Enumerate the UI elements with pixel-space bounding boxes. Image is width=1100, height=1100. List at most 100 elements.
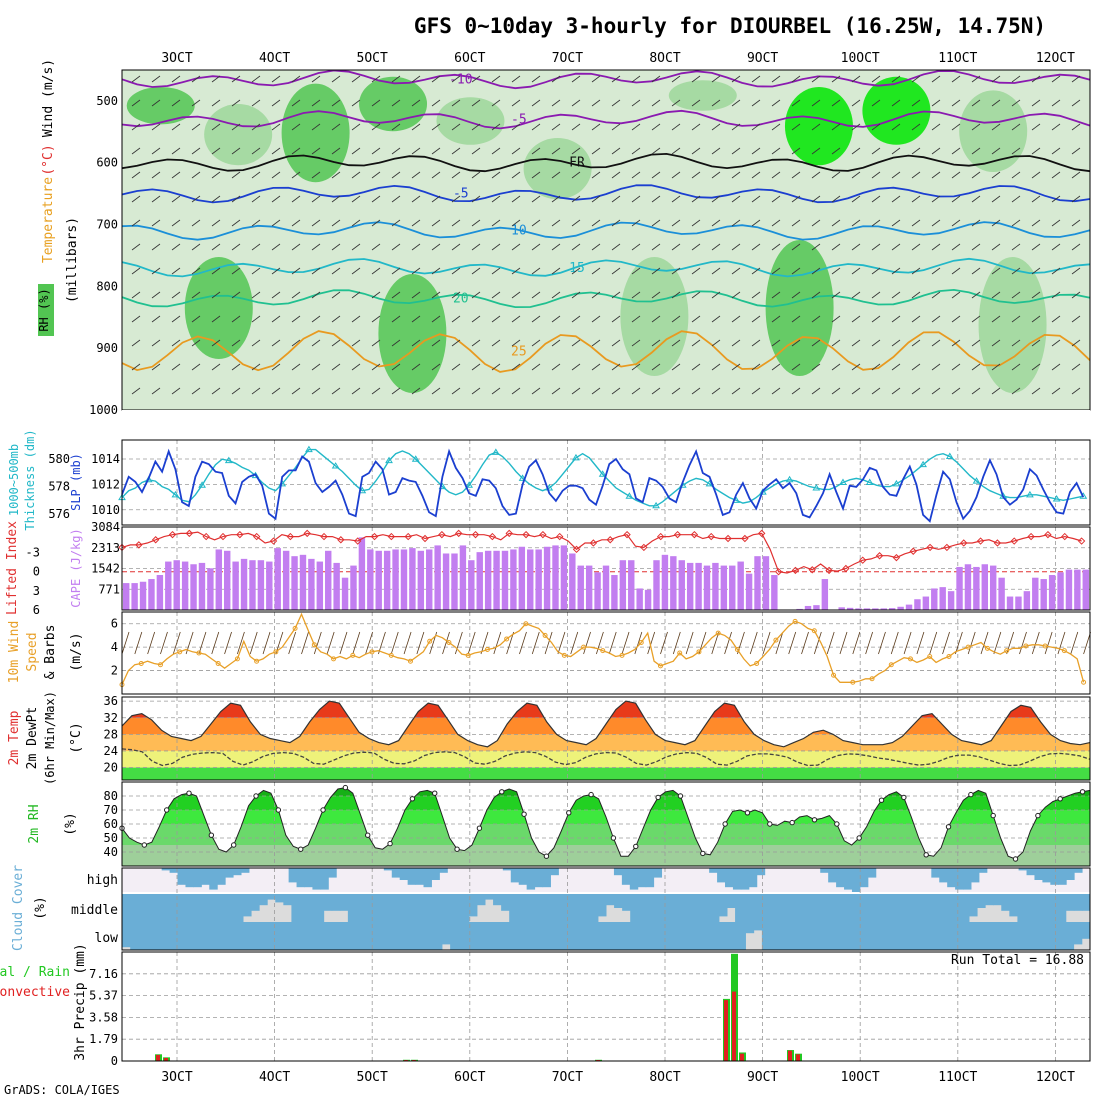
- cape-bar: [712, 562, 719, 610]
- cape-bar: [493, 550, 500, 610]
- cape-bar: [611, 575, 618, 610]
- li-marker: [572, 545, 581, 554]
- wind-barb: [198, 631, 207, 655]
- cape-bar: [173, 560, 180, 610]
- wind-barb: [403, 631, 412, 655]
- cloud-bar: [130, 894, 139, 922]
- cloud-bar: [950, 922, 960, 950]
- wind-barb: [291, 171, 301, 179]
- wind-speed-marker: [196, 650, 202, 656]
- wind-barb: [326, 631, 335, 655]
- wind-barb: [171, 339, 181, 347]
- li-marker: [488, 532, 497, 541]
- wind-barb: [591, 387, 601, 395]
- wind-barb: [871, 171, 881, 179]
- cloud-bar: [283, 894, 292, 906]
- wind-barb: [491, 123, 501, 131]
- cloud-bar: [376, 922, 386, 950]
- temp-label-3: (6hr Min/Max): [43, 691, 57, 785]
- wind-barb: [611, 219, 621, 227]
- wind-barb: [471, 75, 481, 83]
- cloud-bar: [187, 922, 197, 950]
- wind-barb: [731, 267, 741, 275]
- cape-bar: [131, 583, 138, 610]
- wind-barb: [571, 267, 581, 275]
- wind-barb: [211, 123, 221, 131]
- cape-bar: [383, 550, 391, 610]
- wind-barb: [1031, 147, 1041, 155]
- cloud-bar: [589, 894, 599, 922]
- cloud-bar: [450, 922, 459, 950]
- cloud-bar: [439, 868, 448, 873]
- cloud-cover-panel: high middle low: [71, 867, 1091, 951]
- wind-unit-label: (m/s): [69, 632, 84, 671]
- wind-barb: [151, 123, 161, 131]
- cloud-bar: [851, 868, 861, 892]
- cape-bar: [880, 608, 887, 610]
- wind-barb: [634, 631, 643, 655]
- li-marker: [135, 541, 143, 549]
- wind-barb: [671, 171, 681, 179]
- temperature-line: [121, 700, 1091, 748]
- wind-barb: [371, 171, 381, 179]
- cloud-bar: [880, 894, 889, 922]
- wind-barb: [511, 219, 521, 227]
- li-tick-label: 3: [33, 584, 40, 598]
- cape-bar: [956, 566, 963, 610]
- cloud-bar: [501, 894, 510, 911]
- wind-barb: [871, 243, 881, 251]
- wind-barb: [391, 267, 401, 275]
- bottom-date-label: 10OCT: [841, 1070, 880, 1085]
- temp-frame: [121, 696, 1091, 781]
- cloud-bar: [1073, 894, 1083, 911]
- cloud-bar: [939, 868, 948, 883]
- wind-barb: [371, 75, 381, 83]
- wind-barb: [131, 75, 141, 83]
- wind-barb: [191, 195, 201, 203]
- wind-barb: [991, 363, 1001, 371]
- wind-barb: [1071, 171, 1081, 179]
- wind-barb: [991, 75, 1001, 83]
- wind-barb: [911, 291, 921, 299]
- cloud-bar: [1033, 894, 1043, 922]
- cape-bar: [838, 607, 845, 610]
- cloud-bar: [884, 922, 894, 950]
- cloud-bar: [122, 894, 131, 922]
- wind-barb: [691, 219, 701, 227]
- wind-barb: [331, 267, 341, 275]
- wind-barb: [391, 99, 401, 107]
- wind-barb: [1031, 219, 1041, 227]
- wind-barb: [271, 195, 281, 203]
- rh-shade-area: [378, 274, 447, 393]
- wind-speed-marker: [638, 639, 644, 645]
- wind-barb: [1011, 387, 1021, 395]
- wind-barb: [751, 147, 761, 155]
- cloud-bar: [351, 922, 361, 950]
- wind-barb: [151, 195, 161, 203]
- cape-bar: [341, 577, 349, 610]
- wind-barb: [171, 123, 181, 131]
- temp-tick-label: 32: [104, 711, 118, 725]
- wind-barb: [471, 387, 481, 395]
- cloud-bar: [515, 922, 525, 950]
- rh2m-marker: [744, 810, 751, 816]
- wind-barb: [971, 291, 981, 299]
- cloud-bar: [573, 922, 582, 950]
- wind-barb: [211, 339, 221, 347]
- wind-barb: [551, 291, 561, 299]
- wind-barb: [731, 195, 741, 203]
- wind-barb: [1031, 363, 1041, 371]
- wind-barb: [211, 631, 220, 655]
- thickness-marker: [171, 490, 180, 498]
- cloud-bar: [154, 922, 164, 950]
- wind-barb: [911, 387, 921, 395]
- wind-barb: [191, 123, 201, 131]
- wind-barb: [771, 363, 781, 371]
- pressure-tick-label: 1000: [89, 403, 118, 417]
- wind-barb: [371, 363, 381, 371]
- wind-barb: [1083, 631, 1091, 655]
- wind-barb: [651, 267, 661, 275]
- wind-barb: [331, 195, 341, 203]
- wind-barb: [531, 363, 541, 371]
- wind-barb: [311, 147, 321, 155]
